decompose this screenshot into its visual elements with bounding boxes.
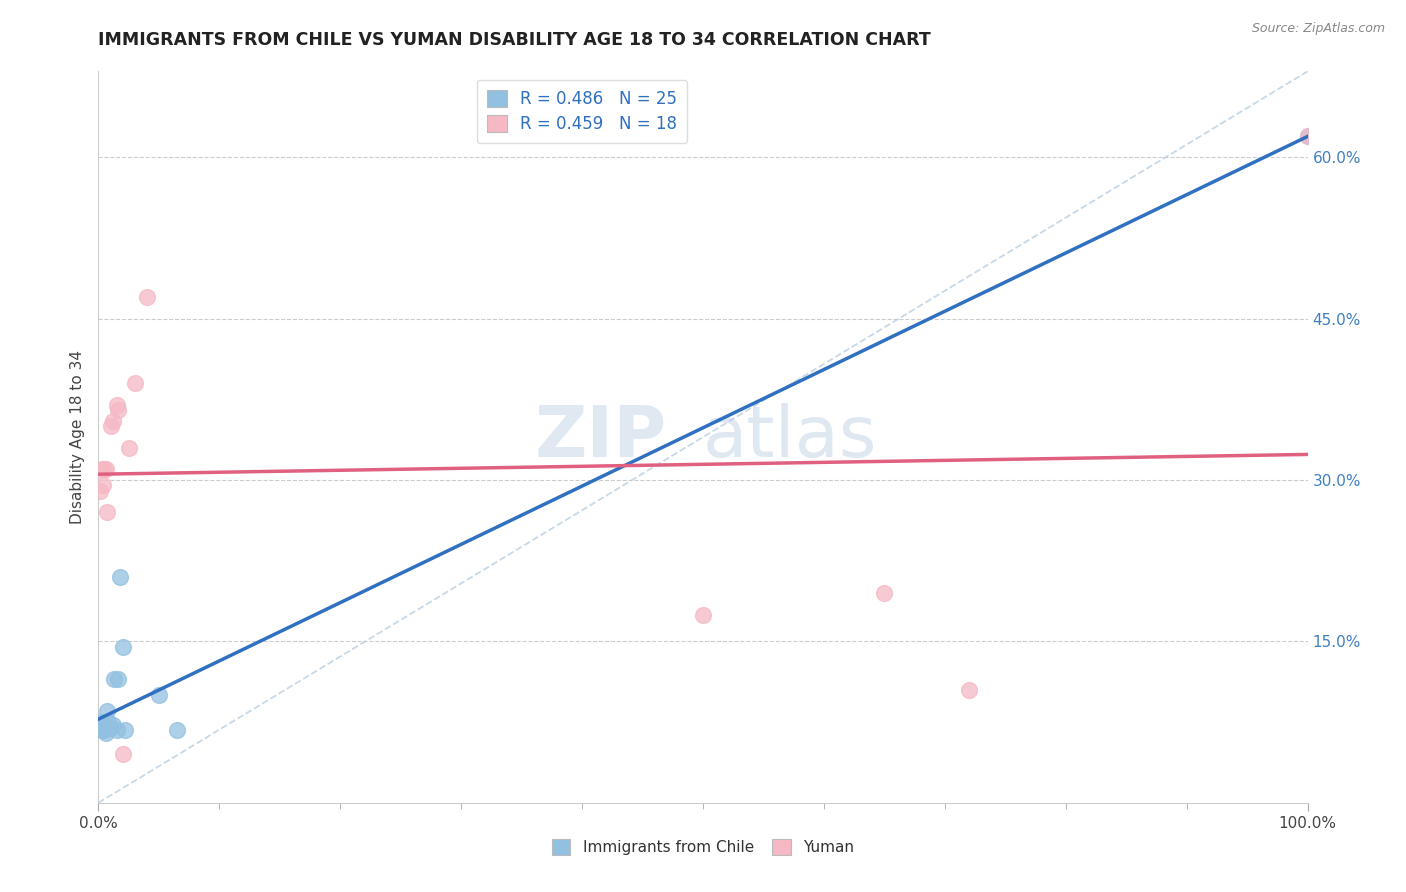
Point bbox=[89, 721, 111, 735]
Point bbox=[114, 723, 136, 737]
Point bbox=[96, 705, 118, 719]
Point bbox=[105, 398, 128, 412]
Point bbox=[89, 483, 111, 498]
Point bbox=[90, 721, 112, 735]
Text: Source: ZipAtlas.com: Source: ZipAtlas.com bbox=[1251, 22, 1385, 36]
Point bbox=[91, 721, 114, 735]
Point bbox=[96, 505, 118, 519]
Point bbox=[93, 462, 115, 476]
Point bbox=[124, 376, 146, 391]
Point bbox=[100, 419, 122, 434]
Point bbox=[957, 682, 980, 697]
Point bbox=[93, 718, 115, 732]
Legend: Immigrants from Chile, Yuman: Immigrants from Chile, Yuman bbox=[546, 833, 860, 861]
Point bbox=[1296, 128, 1319, 143]
Point bbox=[148, 688, 170, 702]
Point bbox=[91, 721, 114, 735]
Point bbox=[100, 721, 122, 735]
Point bbox=[89, 721, 111, 735]
Point bbox=[101, 414, 124, 428]
Point bbox=[91, 723, 114, 737]
Point bbox=[692, 607, 714, 622]
Point bbox=[90, 715, 112, 730]
Text: atlas: atlas bbox=[703, 402, 877, 472]
Point bbox=[1296, 128, 1319, 143]
Point bbox=[94, 726, 117, 740]
Point bbox=[94, 462, 117, 476]
Point bbox=[103, 672, 125, 686]
Point bbox=[111, 640, 134, 654]
Text: ZIP: ZIP bbox=[534, 402, 666, 472]
Point bbox=[91, 462, 114, 476]
Point bbox=[93, 723, 115, 737]
Point bbox=[107, 403, 129, 417]
Point bbox=[94, 721, 117, 735]
Point bbox=[101, 718, 124, 732]
Point bbox=[91, 723, 114, 737]
Point bbox=[108, 570, 131, 584]
Point bbox=[135, 290, 157, 304]
Point bbox=[107, 672, 129, 686]
Text: IMMIGRANTS FROM CHILE VS YUMAN DISABILITY AGE 18 TO 34 CORRELATION CHART: IMMIGRANTS FROM CHILE VS YUMAN DISABILIT… bbox=[98, 31, 931, 49]
Point bbox=[91, 478, 114, 492]
Point bbox=[118, 441, 141, 455]
Y-axis label: Disability Age 18 to 34: Disability Age 18 to 34 bbox=[69, 350, 84, 524]
Point bbox=[166, 723, 188, 737]
Point bbox=[105, 723, 128, 737]
Point bbox=[873, 586, 896, 600]
Point bbox=[97, 715, 120, 730]
Point bbox=[111, 747, 134, 762]
